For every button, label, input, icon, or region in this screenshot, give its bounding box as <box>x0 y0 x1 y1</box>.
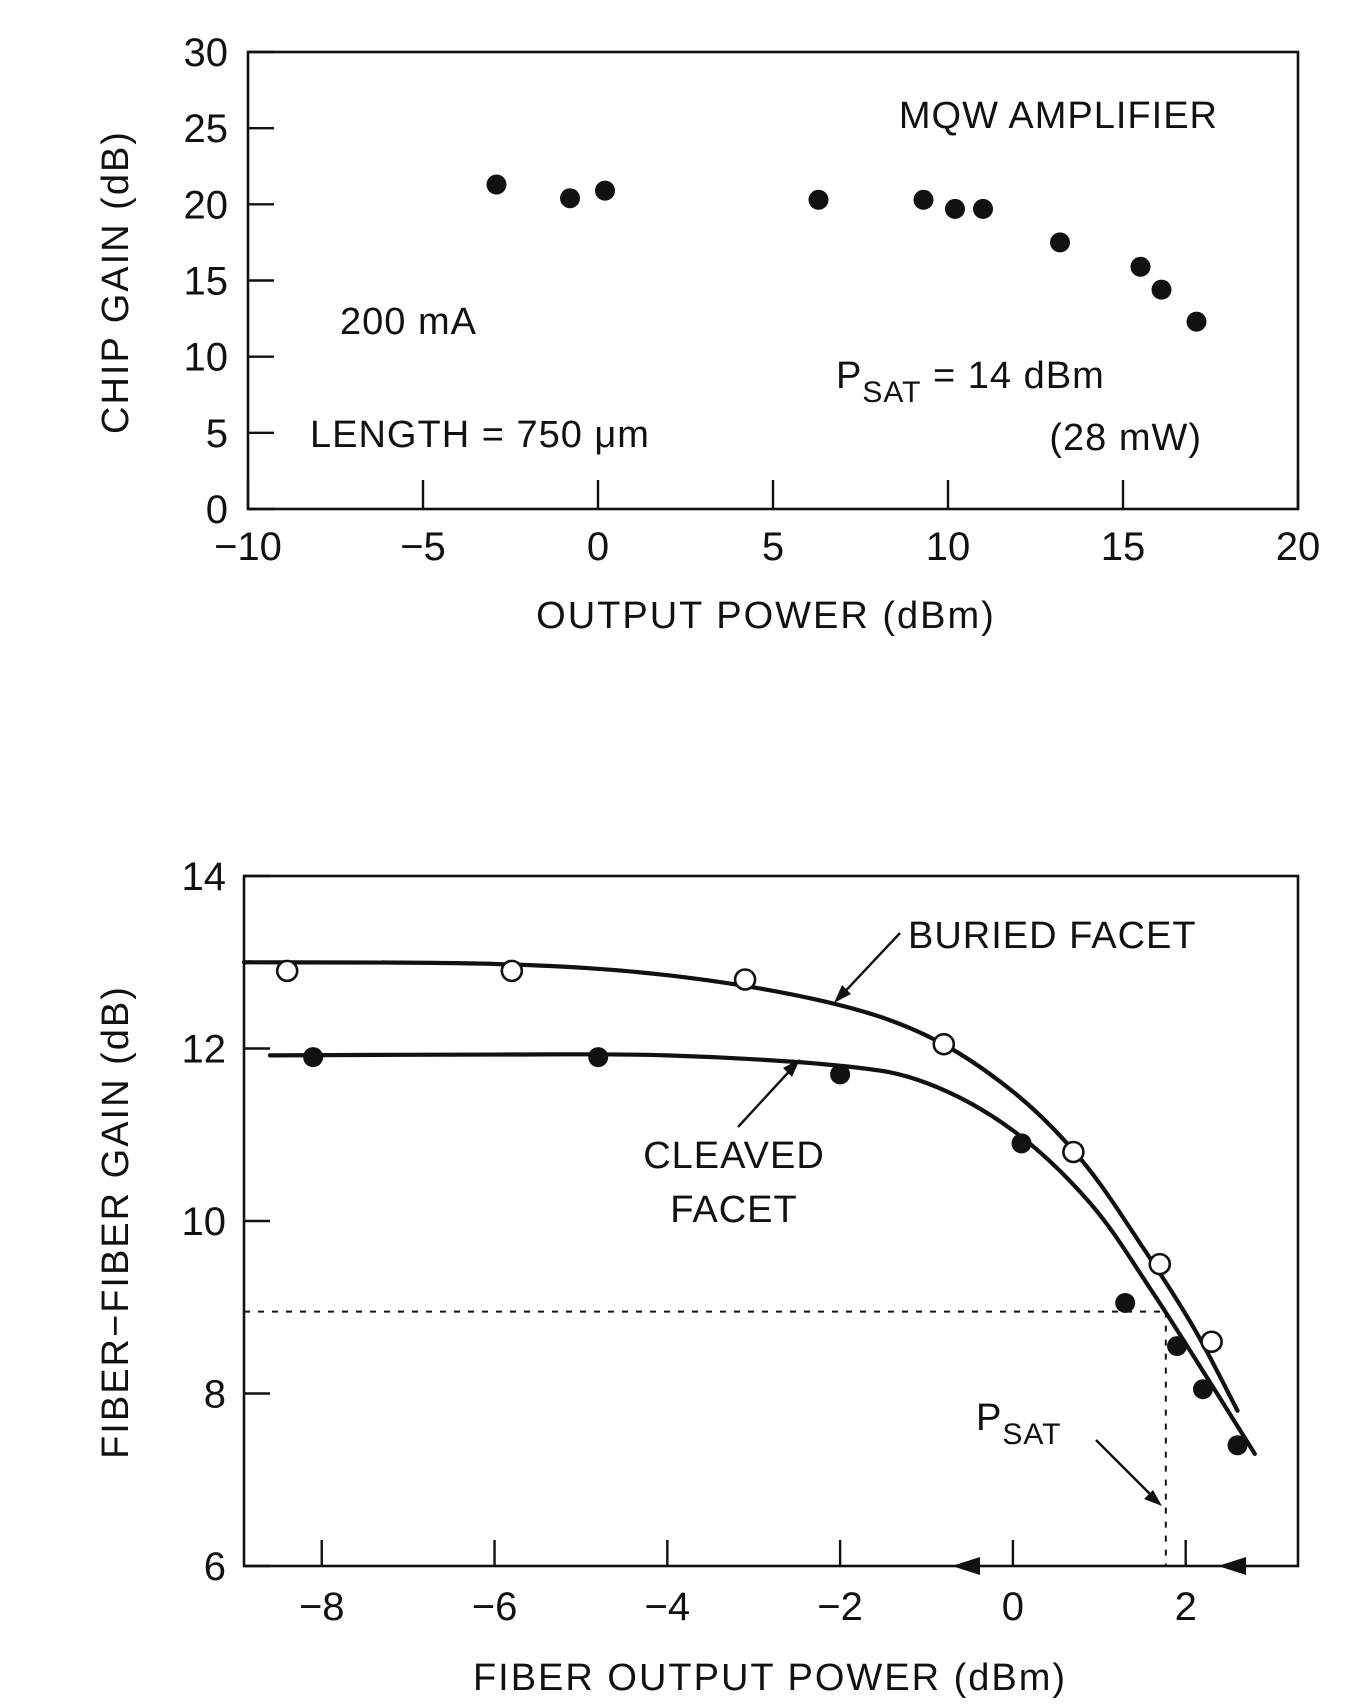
chart2-y-tick-label: 10 <box>182 1200 227 1244</box>
chart1-psat-annotation: PSAT = 14 dBm <box>836 355 1105 409</box>
chart2-psat-label: PSAT <box>976 1397 1061 1451</box>
chart1-y-tick-label: 25 <box>184 107 229 151</box>
chart1-y-tick-label: 5 <box>206 412 228 456</box>
chart2-x-tick-label: −8 <box>299 1585 345 1629</box>
chart1-psat-value: = 14 dBm <box>921 355 1104 397</box>
chart1-data-point <box>808 189 829 210</box>
chart1-current-annotation: 200 mA <box>340 301 477 343</box>
chart1-data-point <box>1151 279 1172 300</box>
chart2-cleaved-facet-label-line2: FACET <box>670 1189 797 1231</box>
chart1-data-point <box>973 198 993 219</box>
chart1-data-point <box>913 189 934 210</box>
chart1-data-points <box>486 174 1207 332</box>
chart2-x-tick-label: −4 <box>645 1585 691 1629</box>
chip-gain-chart: −10 −5 0 5 10 15 20 0 5 10 15 20 25 30 OUTPUT POWER … <box>95 31 1320 637</box>
chart2-axis-arrow-left <box>952 1557 980 1575</box>
chart1-y-tick-labels: 0 5 10 15 20 25 30 <box>184 31 229 532</box>
chart1-data-point <box>595 180 615 201</box>
chart1-y-axis-label: CHIP GAIN (dB) <box>95 130 137 434</box>
chart1-psat-mw-annotation: (28 mW) <box>1049 417 1202 459</box>
chart1-x-axis-label: OUTPUT POWER (dBm) <box>536 595 996 637</box>
chart2-cleaved-facet-point <box>303 1047 324 1068</box>
chart2-y-tick-labels: 6 8 10 12 14 <box>182 855 227 1589</box>
chart1-y-tick-label: 15 <box>184 260 229 304</box>
chart1-data-point <box>486 174 507 195</box>
chart2-cleaved-facet-curve <box>267 1052 1257 1456</box>
chart1-y-tick-label: 30 <box>184 31 229 75</box>
chart2-axis-arrow-right <box>1218 1557 1246 1575</box>
chart2-buried-facet-point <box>1062 1140 1085 1164</box>
chart2-cleaved-facet-leader <box>737 1063 797 1128</box>
chart2-x-tick-label: 2 <box>1175 1585 1197 1629</box>
chart2-cleaved-facet-point <box>1167 1336 1188 1357</box>
chart2-cleaved-facet-point <box>1115 1292 1136 1313</box>
chart1-x-tick-label: 15 <box>1101 525 1146 569</box>
chart2-y-axis-label: FIBER−FIBER GAIN (dB) <box>95 985 137 1459</box>
chart2-buried-facet-point <box>733 968 757 991</box>
chart2-data-points <box>275 959 1248 1456</box>
chart2-x-tick-labels: −8 −6 −4 −2 0 2 <box>299 1585 1197 1629</box>
chart1-x-tick-label: 5 <box>762 525 784 569</box>
chart2-buried-facet-curve <box>241 960 1240 1413</box>
chart2-cleaved-facet-point <box>1192 1379 1213 1400</box>
chart1-psat-subscript: SAT <box>862 376 921 409</box>
chart2-buried-facet-point <box>1148 1252 1172 1276</box>
chart2-buried-facet-point <box>275 959 299 983</box>
chart2-buried-facet-label: BURIED FACET <box>908 915 1197 957</box>
chart1-ticks <box>246 50 1300 511</box>
chart1-y-tick-label: 0 <box>206 488 228 532</box>
chart1-y-tick-label: 20 <box>184 183 229 227</box>
chart1-x-tick-label: 10 <box>926 525 971 569</box>
chart2-cleaved-facet-point <box>1227 1435 1248 1456</box>
chart2-x-tick-label: −6 <box>472 1585 518 1629</box>
chart2-cleaved-facet-point <box>588 1047 609 1068</box>
chart2-y-tick-label: 6 <box>204 1545 226 1589</box>
chart2-cleaved-facet-arrowhead <box>783 1059 800 1077</box>
chart1-x-tick-label: 0 <box>587 525 609 569</box>
chart2-cleaved-facet-label-line1: CLEAVED <box>643 1135 825 1177</box>
chart1-data-point <box>560 188 580 209</box>
chart2-psat-p: P <box>976 1397 1002 1439</box>
chart1-data-point <box>1130 256 1151 277</box>
chart2-psat-arrowhead <box>1144 1490 1162 1506</box>
chart2-y-tick-label: 12 <box>182 1028 227 1072</box>
chart1-data-point <box>945 198 965 219</box>
chart1-data-point <box>1186 311 1207 332</box>
chart1-psat-p: P <box>836 355 862 397</box>
chart2-buried-facet-point <box>500 959 524 983</box>
chart1-data-point <box>1050 232 1070 253</box>
chart2-cleaved-facet-point <box>1011 1133 1032 1154</box>
chart1-x-tick-label: −10 <box>214 525 282 569</box>
fiber-gain-chart: −8 −6 −4 −2 0 2 6 8 10 12 14 FIBER OUTPUT POWER (… <box>95 855 1300 1699</box>
chart2-psat-guides <box>244 1310 1167 1566</box>
chart1-x-tick-label: −5 <box>400 525 446 569</box>
chart2-buried-facet-point <box>932 1032 956 1056</box>
chart1-x-tick-label: 20 <box>1276 525 1321 569</box>
chart2-psat-leader <box>1095 1439 1157 1501</box>
chart2-buried-facet-leader <box>837 932 901 1000</box>
chart1-y-tick-label: 10 <box>184 336 229 380</box>
chart2-y-tick-label: 14 <box>182 855 227 899</box>
chart2-ticks <box>244 874 1187 1568</box>
chart2-x-tick-label: 0 <box>1002 1585 1024 1629</box>
chart2-buried-facet-arrowhead <box>834 985 851 1003</box>
chart1-amplifier-annotation: MQW AMPLIFIER <box>899 95 1218 137</box>
chart2-y-tick-label: 8 <box>204 1373 226 1417</box>
chart1-x-tick-labels: −10 −5 0 5 10 15 20 <box>214 525 1320 569</box>
chart2-x-tick-label: −2 <box>817 1585 863 1629</box>
chart2-cleaved-facet-point <box>830 1064 851 1085</box>
chart2-psat-subscript: SAT <box>1002 1418 1061 1451</box>
chart1-length-annotation: LENGTH = 750 μm <box>310 414 650 456</box>
chart2-x-axis-label: FIBER OUTPUT POWER (dBm) <box>473 1657 1067 1699</box>
chart2-buried-facet-point <box>1200 1330 1223 1354</box>
